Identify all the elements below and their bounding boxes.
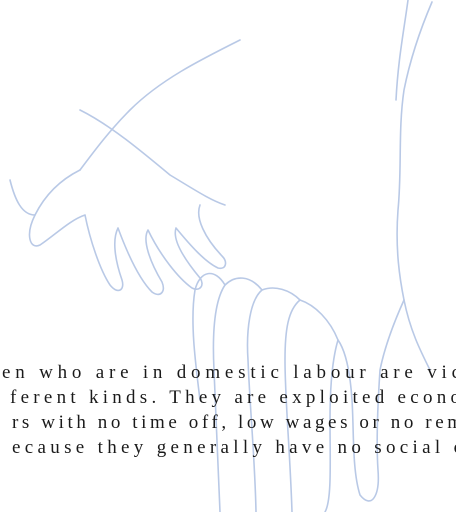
body-text: en who are in domestic labour are vic fe…	[2, 362, 456, 458]
hand-outline	[30, 170, 226, 294]
hand-outline	[10, 180, 35, 215]
text-line: ecause they generally have no social c	[12, 437, 456, 458]
text-line: en who are in domestic labour are vic	[2, 362, 456, 383]
arm-outline	[397, 2, 432, 370]
text-line: rs with no time off, low wages or no rem	[12, 412, 456, 433]
hand-illustration	[10, 0, 432, 512]
text-line: ferent kinds. They are exploited econo	[10, 387, 456, 408]
arm-outline	[80, 110, 225, 205]
arm-outline	[80, 40, 240, 170]
arm-outline	[396, 0, 408, 100]
page: en who are in domestic labour are vic fe…	[0, 0, 456, 512]
